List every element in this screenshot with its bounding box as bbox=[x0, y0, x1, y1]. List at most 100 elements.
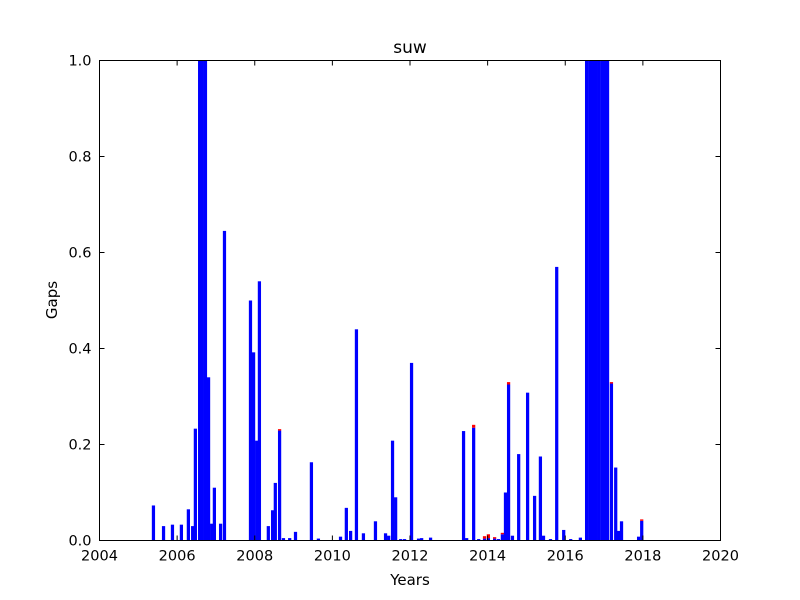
bar bbox=[266, 526, 270, 541]
bar bbox=[482, 536, 487, 539]
y-tick-label: 0.8 bbox=[68, 150, 91, 166]
bar bbox=[277, 430, 282, 541]
bar bbox=[492, 537, 497, 539]
bar bbox=[506, 384, 511, 541]
bar bbox=[548, 539, 553, 541]
bar bbox=[200, 60, 204, 541]
x-tick-label: 2004 bbox=[81, 549, 118, 565]
bar bbox=[399, 539, 403, 541]
bar bbox=[383, 533, 388, 541]
bar bbox=[517, 454, 521, 541]
bar bbox=[609, 383, 614, 541]
bar bbox=[354, 329, 359, 541]
bar bbox=[640, 520, 644, 541]
bar bbox=[472, 424, 476, 428]
bar bbox=[562, 529, 566, 541]
bar bbox=[593, 60, 598, 541]
bar bbox=[640, 519, 644, 521]
y-tick-label: 0.4 bbox=[68, 342, 91, 358]
bar bbox=[361, 533, 366, 541]
bar bbox=[605, 60, 610, 541]
bar bbox=[636, 536, 641, 541]
bar bbox=[506, 382, 511, 385]
bar bbox=[461, 431, 466, 541]
bar bbox=[500, 534, 504, 541]
y-tick-label: 0.0 bbox=[68, 534, 91, 550]
x-axis-label: Years bbox=[389, 571, 430, 589]
bar bbox=[588, 60, 592, 541]
bar bbox=[482, 538, 487, 541]
bar bbox=[597, 60, 601, 541]
bar bbox=[344, 507, 348, 541]
x-tick-label: 2018 bbox=[624, 549, 661, 565]
bar bbox=[496, 539, 501, 541]
bar bbox=[538, 456, 543, 541]
y-tick-label: 0.6 bbox=[68, 246, 91, 262]
y-tick-label: 0.2 bbox=[68, 438, 91, 454]
bar bbox=[212, 487, 217, 541]
bars bbox=[151, 60, 644, 541]
y-tick-label: 1.0 bbox=[68, 54, 91, 70]
bar bbox=[486, 534, 491, 539]
bar bbox=[203, 60, 208, 541]
bar bbox=[477, 539, 481, 541]
bar bbox=[590, 60, 595, 541]
bar bbox=[472, 427, 476, 541]
bar bbox=[373, 521, 378, 541]
bar bbox=[193, 428, 197, 541]
bar bbox=[420, 538, 424, 541]
bar bbox=[390, 440, 395, 541]
bar bbox=[486, 538, 491, 541]
bar bbox=[257, 281, 262, 541]
bar bbox=[210, 523, 214, 541]
bar bbox=[541, 535, 546, 541]
bar bbox=[281, 538, 286, 541]
bar bbox=[428, 537, 433, 541]
bar bbox=[609, 382, 614, 384]
x-tick-label: 2012 bbox=[392, 549, 429, 565]
bar bbox=[492, 538, 497, 541]
bar bbox=[255, 440, 259, 541]
bar bbox=[500, 532, 504, 535]
bar bbox=[309, 462, 314, 541]
x-tick-label: 2006 bbox=[159, 549, 196, 565]
chart-title: suw bbox=[393, 38, 427, 58]
bar bbox=[600, 60, 604, 541]
bar bbox=[191, 526, 195, 541]
y-axis-label: Gaps bbox=[43, 281, 61, 319]
bar bbox=[503, 492, 508, 541]
bar bbox=[402, 539, 407, 541]
bar bbox=[277, 429, 282, 431]
bar bbox=[248, 300, 253, 541]
x-tick-label: 2016 bbox=[547, 549, 584, 565]
bar bbox=[555, 266, 559, 541]
bar bbox=[206, 377, 211, 541]
bar bbox=[198, 60, 202, 541]
bar bbox=[602, 60, 607, 541]
bar bbox=[416, 538, 421, 541]
bar bbox=[170, 524, 175, 541]
bar bbox=[614, 467, 618, 541]
bar bbox=[293, 531, 298, 541]
bar bbox=[316, 538, 321, 541]
bar bbox=[584, 60, 589, 541]
bar bbox=[222, 230, 227, 541]
bar bbox=[525, 392, 530, 541]
bar bbox=[394, 497, 398, 541]
x-tick-label: 2008 bbox=[236, 549, 273, 565]
bar bbox=[186, 509, 190, 541]
bar bbox=[532, 495, 537, 541]
bar bbox=[251, 352, 256, 541]
x-tick-label: 2010 bbox=[314, 549, 351, 565]
bar bbox=[161, 526, 166, 541]
bar bbox=[273, 482, 277, 541]
x-tick-label: 2020 bbox=[702, 549, 739, 565]
bar bbox=[578, 537, 583, 541]
bar bbox=[387, 535, 391, 541]
bar bbox=[270, 510, 275, 541]
bar bbox=[218, 523, 223, 541]
bar bbox=[179, 524, 184, 541]
bar bbox=[338, 536, 343, 541]
bar bbox=[616, 530, 621, 541]
